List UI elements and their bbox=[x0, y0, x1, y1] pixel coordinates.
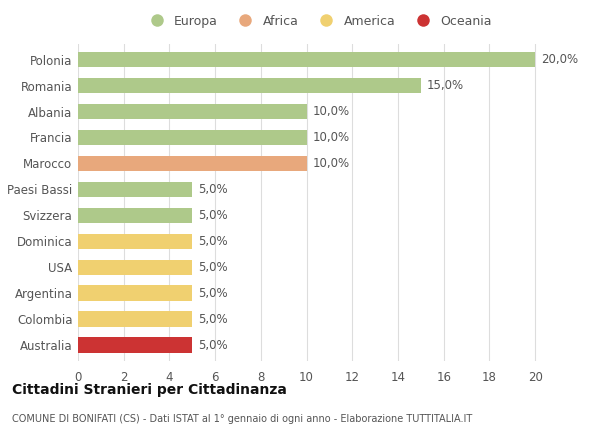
Bar bbox=[78, 234, 192, 249]
Text: 10,0%: 10,0% bbox=[312, 105, 349, 118]
Bar bbox=[78, 337, 192, 353]
Text: COMUNE DI BONIFATI (CS) - Dati ISTAT al 1° gennaio di ogni anno - Elaborazione T: COMUNE DI BONIFATI (CS) - Dati ISTAT al … bbox=[12, 414, 472, 424]
Bar bbox=[78, 182, 192, 197]
Bar bbox=[78, 78, 421, 93]
Text: 5,0%: 5,0% bbox=[198, 183, 227, 196]
Bar bbox=[78, 130, 307, 145]
Text: 5,0%: 5,0% bbox=[198, 209, 227, 222]
Bar bbox=[78, 312, 192, 327]
Bar bbox=[78, 208, 192, 223]
Bar bbox=[78, 260, 192, 275]
Text: 10,0%: 10,0% bbox=[312, 157, 349, 170]
Text: 10,0%: 10,0% bbox=[312, 131, 349, 144]
Text: 5,0%: 5,0% bbox=[198, 313, 227, 326]
Bar bbox=[78, 104, 307, 119]
Text: 15,0%: 15,0% bbox=[427, 79, 464, 92]
Text: 5,0%: 5,0% bbox=[198, 339, 227, 352]
Text: 5,0%: 5,0% bbox=[198, 261, 227, 274]
Bar bbox=[78, 52, 535, 67]
Bar bbox=[78, 156, 307, 171]
Text: 5,0%: 5,0% bbox=[198, 235, 227, 248]
Text: 5,0%: 5,0% bbox=[198, 287, 227, 300]
Legend: Europa, Africa, America, Oceania: Europa, Africa, America, Oceania bbox=[140, 11, 496, 31]
Text: 20,0%: 20,0% bbox=[541, 53, 578, 66]
Bar bbox=[78, 286, 192, 301]
Text: Cittadini Stranieri per Cittadinanza: Cittadini Stranieri per Cittadinanza bbox=[12, 383, 287, 397]
